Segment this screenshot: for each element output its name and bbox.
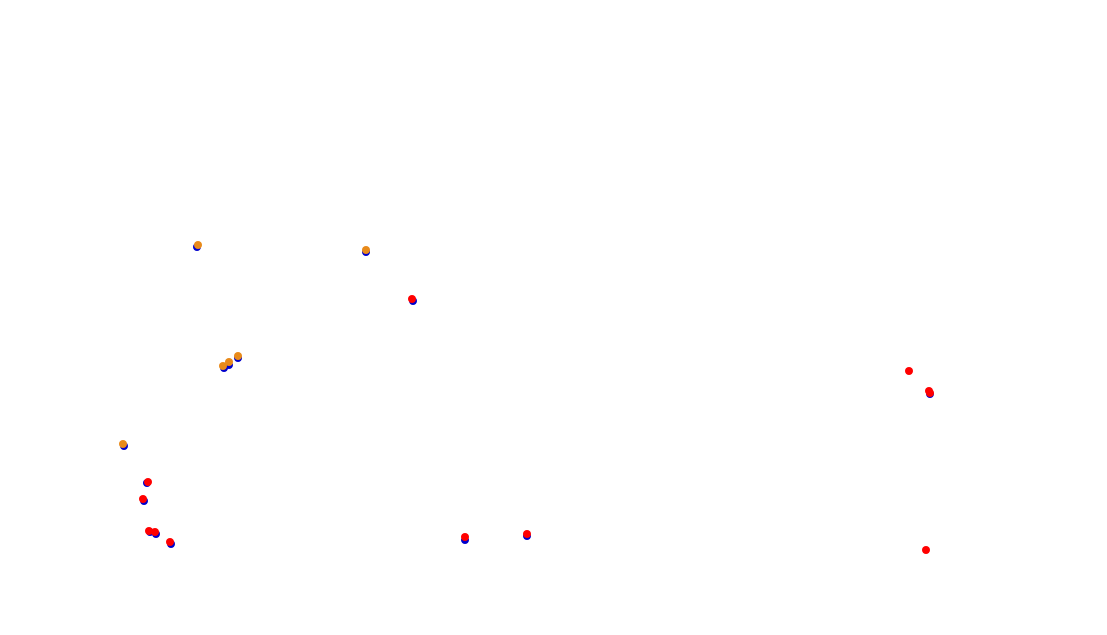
point-2-6 <box>461 533 469 541</box>
point-1-3 <box>225 358 233 366</box>
point-2-8 <box>905 367 913 375</box>
point-2-0 <box>408 295 416 303</box>
series-1 <box>119 241 370 448</box>
point-1-5 <box>119 440 127 448</box>
point-1-2 <box>234 352 242 360</box>
point-2-1 <box>144 478 152 486</box>
point-2-10 <box>926 389 934 397</box>
point-2-5 <box>166 538 174 546</box>
point-1-4 <box>219 362 227 370</box>
point-2-3 <box>145 527 153 535</box>
point-2-11 <box>922 546 930 554</box>
point-2-7 <box>523 530 531 538</box>
series-0 <box>120 243 934 548</box>
series-2 <box>139 295 934 554</box>
point-1-0 <box>194 241 202 249</box>
point-2-4 <box>151 528 159 536</box>
point-1-1 <box>362 246 370 254</box>
point-2-2 <box>139 495 147 503</box>
